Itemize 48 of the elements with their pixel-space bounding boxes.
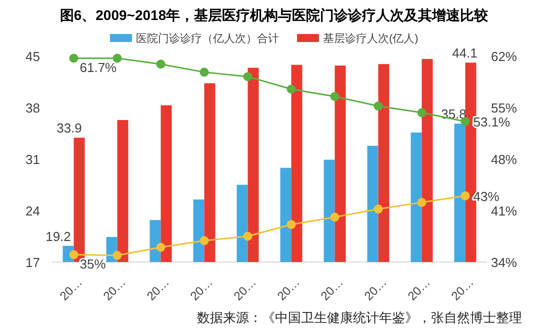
point — [330, 212, 340, 222]
data-label: 61.7% — [80, 60, 118, 76]
point — [417, 198, 426, 207]
x-tick-label: 20… — [405, 275, 433, 304]
data-label: 19.2 — [46, 228, 71, 244]
point — [200, 68, 209, 77]
x-tick-label: 20… — [318, 275, 346, 304]
x-tick-label: 20… — [362, 275, 390, 304]
y2-tick-label: 41% — [490, 204, 518, 218]
point — [243, 72, 252, 82]
point — [69, 54, 78, 63]
point — [156, 60, 166, 69]
y-tick-label: 31 — [26, 152, 40, 167]
y-tick-label: 45 — [26, 49, 40, 64]
x-tick-label: 20… — [274, 275, 302, 304]
legend-label: 医院门诊诊疗（亿人次）合计 — [136, 32, 279, 45]
x-tick-label: 20… — [144, 275, 172, 304]
y-tick-label: 17 — [26, 255, 40, 270]
point — [374, 204, 383, 214]
y2-tick-label: 48% — [490, 152, 518, 167]
chart-title: 图6、2009~2018年，基层医疗机构与医院门诊诊疗人次及其增速比较 — [60, 7, 490, 23]
point — [330, 92, 340, 101]
x-tick-label: 20… — [57, 275, 85, 304]
y-tick-label: 38 — [26, 100, 40, 116]
data-label: 33.9 — [56, 120, 82, 136]
y2-tick-label: 62% — [490, 49, 518, 64]
point — [69, 250, 78, 260]
point — [112, 54, 122, 63]
x-tick-label: 20… — [100, 275, 128, 304]
source-note: 数据来源：《中国卫生健康统计年鉴》，张自然博士整理 — [197, 310, 522, 325]
data-label: 44.1 — [452, 46, 478, 61]
y2-tick-label: 34% — [490, 255, 518, 270]
point — [200, 236, 209, 246]
point — [286, 220, 296, 229]
point — [243, 232, 252, 241]
data-label: 35% — [80, 256, 106, 272]
y2-tick-label: 55% — [490, 100, 518, 116]
point — [460, 191, 470, 200]
point — [286, 84, 296, 94]
x-tick-label: 20… — [231, 275, 259, 304]
point — [112, 250, 122, 260]
x-tick-label: 20… — [188, 275, 216, 304]
point — [417, 108, 426, 118]
x-tick-label: 20… — [448, 275, 476, 304]
legend-label: 基层诊疗人次(亿人) — [323, 32, 418, 45]
point — [374, 102, 383, 111]
y-tick-label: 24 — [26, 204, 40, 218]
point — [156, 242, 166, 252]
